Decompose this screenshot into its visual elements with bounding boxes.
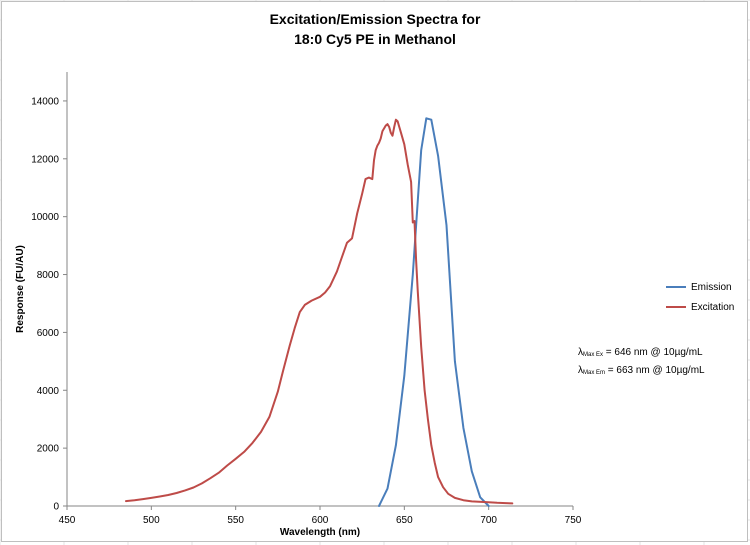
y-tick-label: 8000 xyxy=(37,270,60,281)
annotation-text: = 646 nm @ 10µg/mL xyxy=(603,347,703,358)
x-tick-label: 450 xyxy=(59,515,76,526)
chart-title-line2: 18:0 Cy5 PE in Methanol xyxy=(294,31,456,47)
x-tick-label: 700 xyxy=(480,515,497,526)
legend-item-emission: Emission xyxy=(666,277,734,297)
annotation-sub: Max Ex xyxy=(583,352,604,358)
chart-title-line1: Excitation/Emission Spectra for xyxy=(269,11,481,27)
legend-item-excitation: Excitation xyxy=(666,297,734,317)
axes: 0 2000 4000 6000 8000 10000 12000 14000 450 500 55… xyxy=(31,72,582,526)
lambda-symbol: λ xyxy=(578,347,583,358)
series-group xyxy=(125,117,514,507)
x-axis-title: Wavelength (nm) xyxy=(280,527,360,538)
x-tick-label: 600 xyxy=(312,515,329,526)
annotation-sub: Max Em xyxy=(583,370,606,376)
series-line-emission xyxy=(378,117,490,507)
y-tick-label: 10000 xyxy=(31,212,59,223)
y-tick-label: 6000 xyxy=(37,328,60,339)
annotation-text: = 663 nm @ 10µg/mL xyxy=(605,365,705,376)
lambda-max-annotation: λMax Ex = 646 nm @ 10µg/mL λMax Em = 663… xyxy=(578,345,705,381)
y-tick-label: 0 xyxy=(53,502,59,513)
legend-swatch-emission xyxy=(666,286,686,288)
y-tick-label: 2000 xyxy=(37,444,60,455)
series-line-excitation xyxy=(125,118,514,505)
annotation-max-em: λMax Em = 663 nm @ 10µg/mL xyxy=(578,363,705,381)
legend-swatch-excitation xyxy=(666,306,686,308)
annotation-max-ex: λMax Ex = 646 nm @ 10µg/mL xyxy=(578,345,705,363)
x-tick-label: 750 xyxy=(565,515,582,526)
lambda-symbol: λ xyxy=(578,365,583,376)
y-tick-label: 12000 xyxy=(31,154,59,165)
x-tick-label: 650 xyxy=(396,515,413,526)
legend-label-excitation: Excitation xyxy=(691,301,735,313)
legend-label-emission: Emission xyxy=(691,281,732,293)
legend: Emission Excitation xyxy=(666,277,734,317)
x-tick-label: 500 xyxy=(143,515,160,526)
y-axis-title: Response (FU/AU) xyxy=(15,245,26,333)
y-tick-label: 14000 xyxy=(31,96,59,107)
x-tick-label: 550 xyxy=(227,515,244,526)
y-tick-label: 4000 xyxy=(37,386,60,397)
